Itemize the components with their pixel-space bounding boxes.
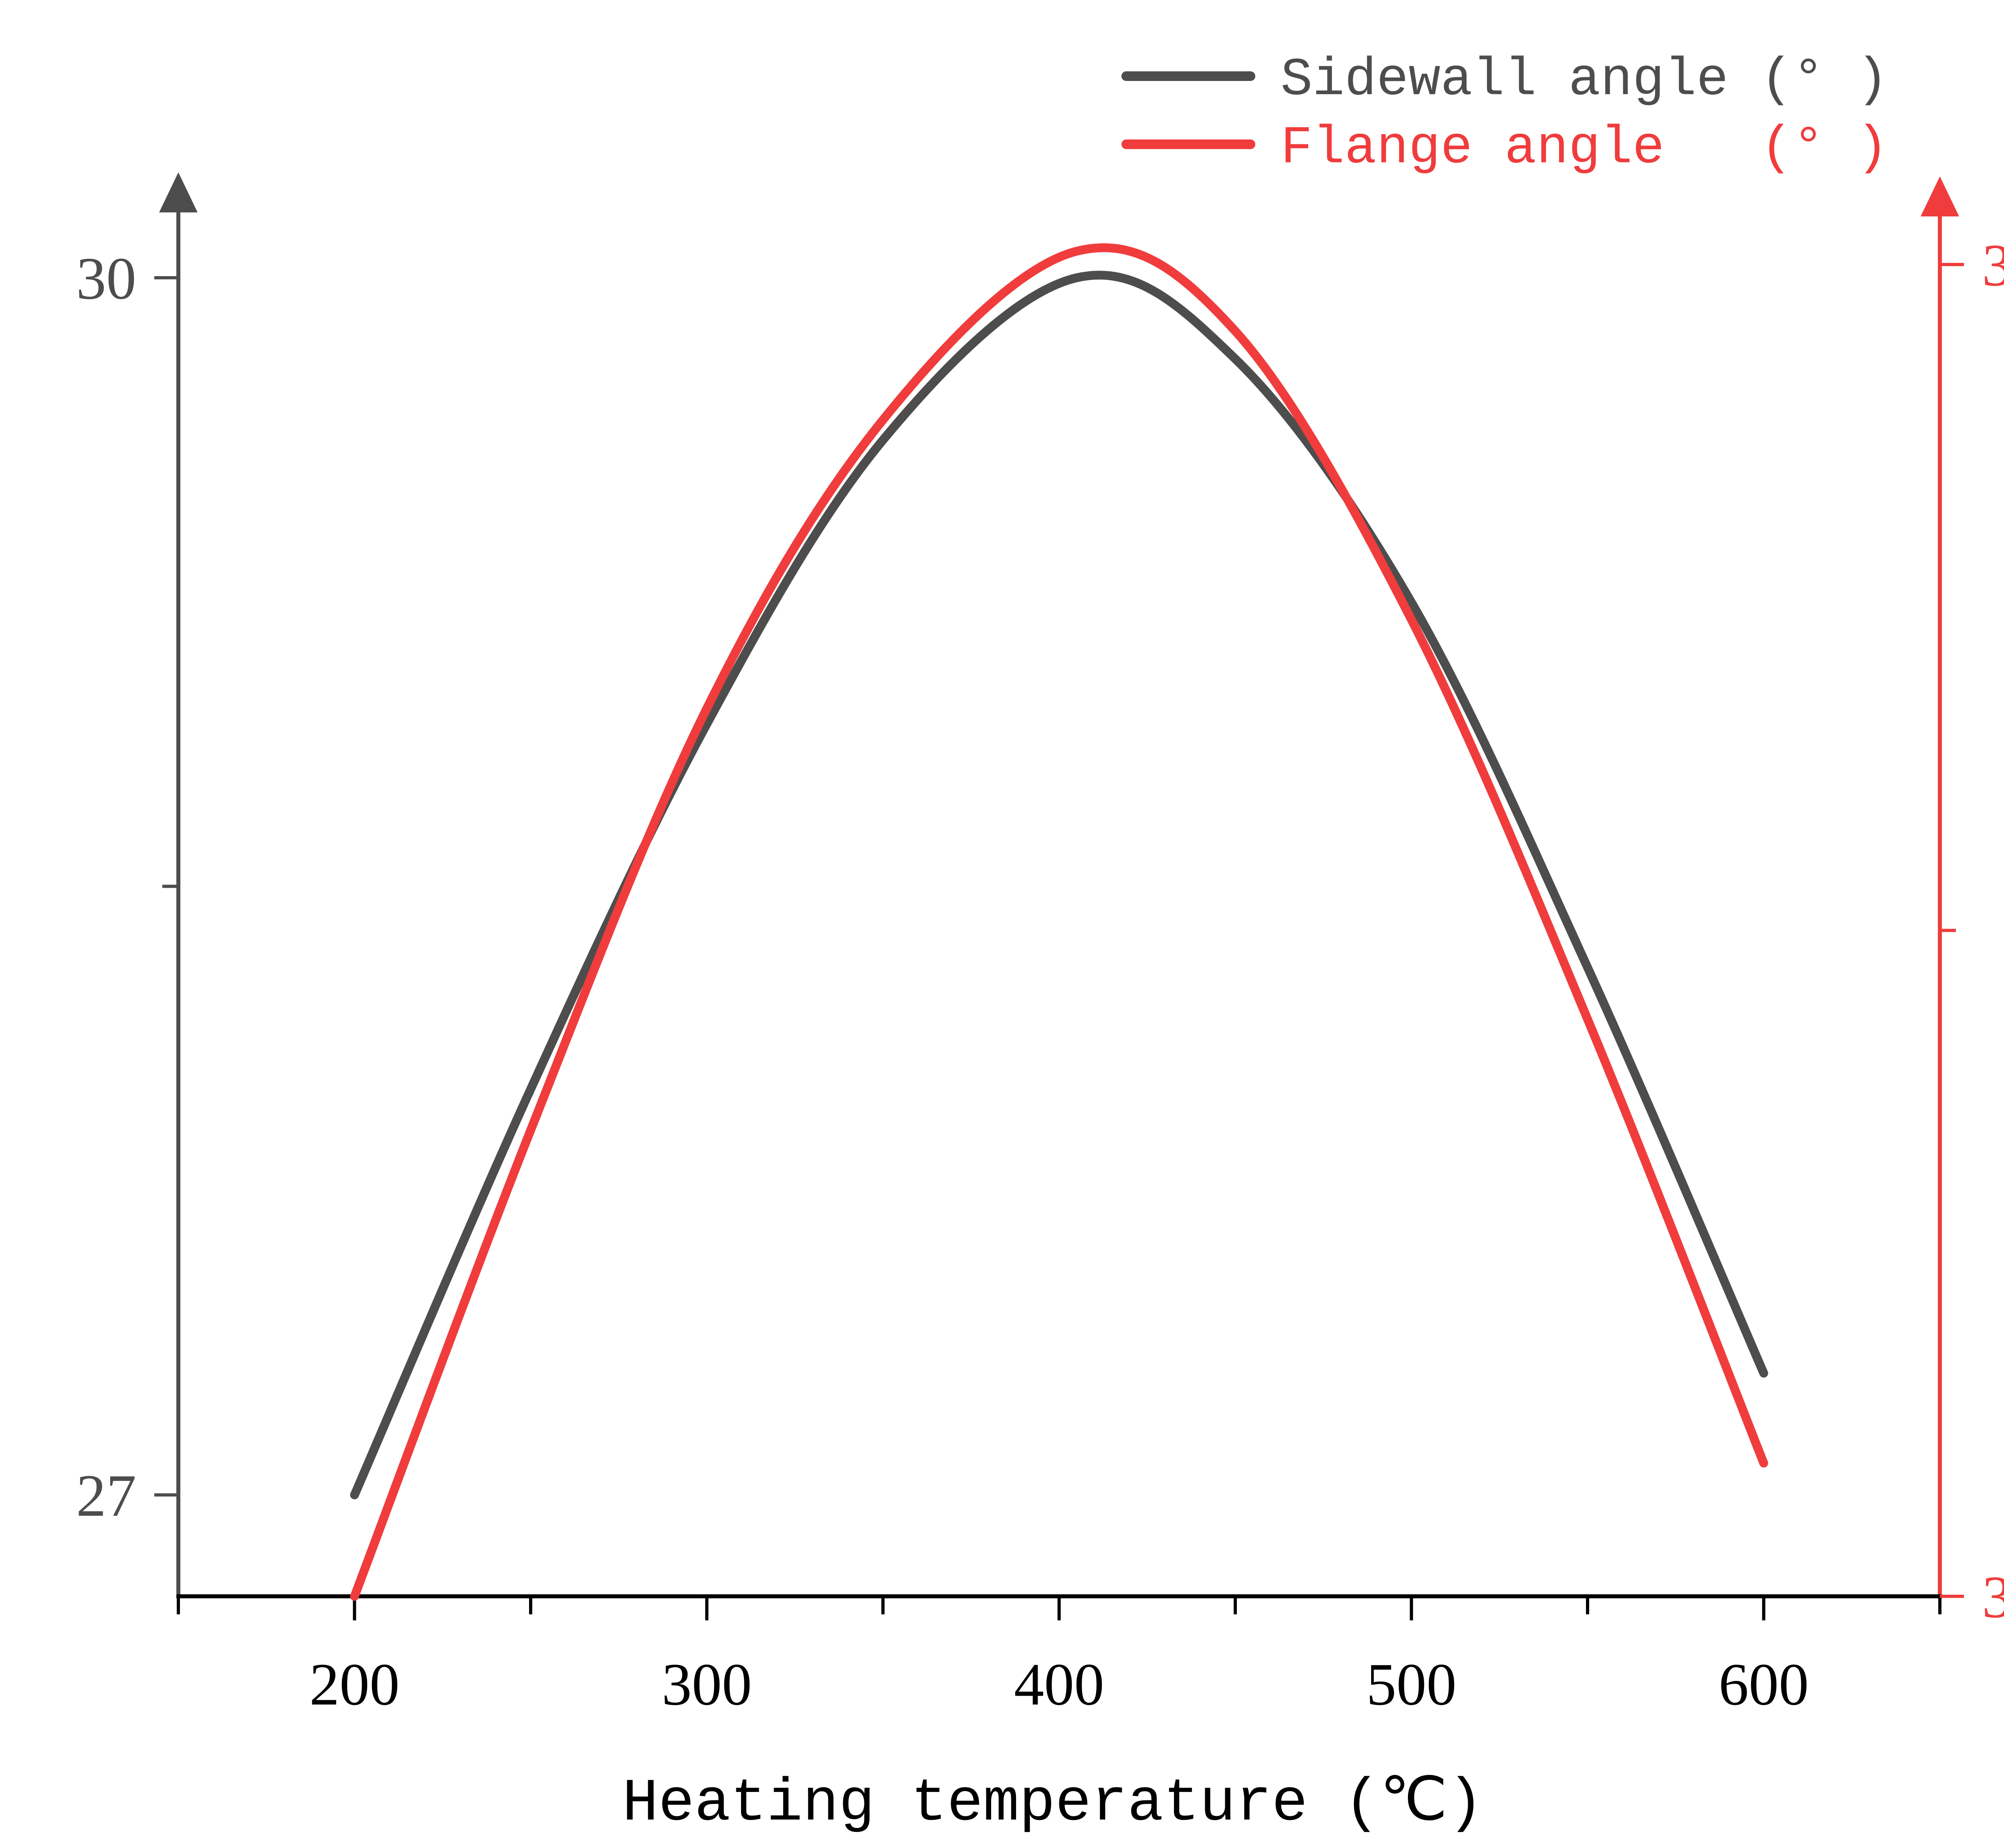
legend-label: Flange angle (° )	[1281, 118, 1888, 178]
right-y-tick-label: 30	[1982, 1564, 2004, 1630]
x-tick-label: 300	[662, 1651, 752, 1718]
x-tick-label: 600	[1719, 1651, 1809, 1718]
series-line-flange	[350, 243, 1768, 1601]
left-y-tick-label: 27	[76, 1462, 136, 1529]
right-y-tick-label: 33	[1982, 232, 2004, 299]
right-y-axis-arrow	[1921, 176, 1959, 216]
series-line-sidewall	[350, 271, 1768, 1499]
x-tick-label: 200	[309, 1651, 400, 1718]
x-tick-label: 400	[1014, 1651, 1104, 1718]
legend-label: Sidewall angle (° )	[1281, 50, 1888, 110]
axes-layer: 200 300 400 500 600 27 30 30 33	[76, 172, 2004, 1718]
legend: Sidewall angle (° ) Flange angle (° )	[1121, 50, 1888, 178]
series-layer	[350, 243, 1768, 1601]
left-y-axis-arrow	[159, 172, 198, 212]
left-y-tick-label: 30	[76, 245, 136, 312]
x-axis-title: Heating temperature (℃)	[622, 1770, 1484, 1838]
x-tick-label: 500	[1366, 1651, 1457, 1718]
